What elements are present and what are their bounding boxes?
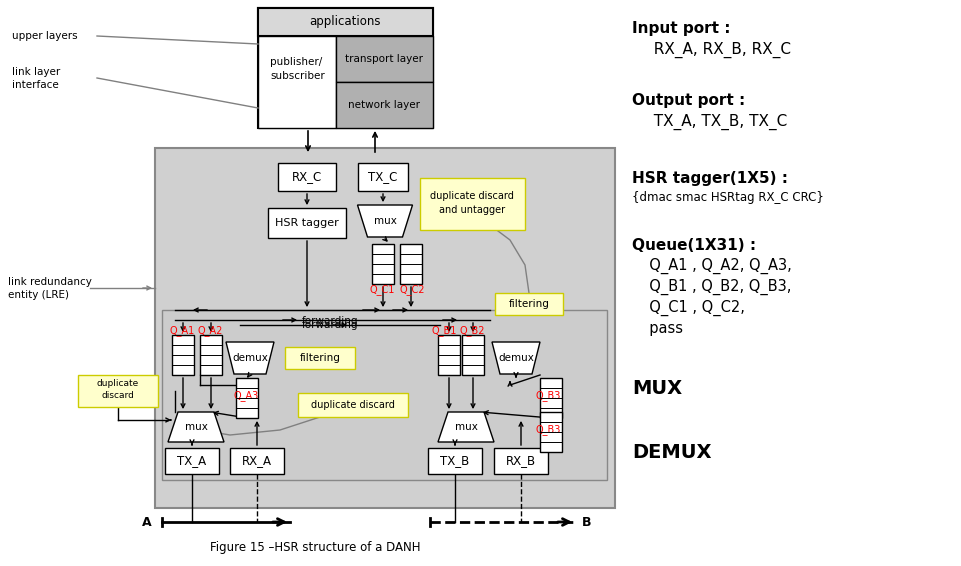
Text: mux: mux [185,422,208,432]
Text: publisher/: publisher/ [270,57,322,67]
Text: subscriber: subscriber [270,71,325,81]
Text: Q_C1: Q_C1 [370,285,395,295]
Text: RX_A, RX_B, RX_C: RX_A, RX_B, RX_C [643,42,790,58]
Text: link redundancy: link redundancy [8,277,92,287]
Polygon shape [491,342,539,374]
Polygon shape [437,412,494,442]
Bar [165,448,219,474]
Text: forwarding: forwarding [302,320,357,330]
Text: entity (LRE): entity (LRE) [8,290,69,300]
Text: DEMUX: DEMUX [631,443,711,461]
Text: HSR tagger: HSR tagger [275,218,338,228]
Text: forwarding: forwarding [302,316,357,326]
Bar [298,393,407,417]
Bar [495,293,562,315]
Bar [200,335,222,375]
Text: applications: applications [308,15,381,28]
Text: Q_C1 , Q_C2,: Q_C1 , Q_C2, [639,300,744,316]
Bar [539,378,561,418]
Bar [420,178,525,230]
Bar [437,335,459,375]
Text: transport layer: transport layer [345,54,423,64]
Text: RX_C: RX_C [291,170,322,183]
Text: link layer: link layer [12,67,61,77]
Text: TX_A: TX_A [177,454,207,468]
Text: Figure 15 –HSR structure of a DANH: Figure 15 –HSR structure of a DANH [209,542,420,555]
Bar [461,335,483,375]
Text: Q_C2: Q_C2 [400,285,425,295]
Text: duplicate discard: duplicate discard [310,400,395,410]
Text: MUX: MUX [631,379,681,397]
Text: Queue(1X31) :: Queue(1X31) : [631,238,755,252]
Bar [372,244,394,284]
Text: TX_B: TX_B [440,454,469,468]
Text: B: B [581,516,591,529]
Bar [161,310,606,480]
Text: upper layers: upper layers [12,31,78,41]
Text: filtering: filtering [508,299,549,309]
Text: Input port :: Input port : [631,20,729,36]
Polygon shape [168,412,224,442]
Text: mux: mux [373,216,396,226]
Bar [78,375,158,407]
Text: {dmac smac HSRtag RX_C CRC}: {dmac smac HSRtag RX_C CRC} [631,191,823,204]
Bar [235,378,258,418]
Text: pass: pass [639,321,682,337]
Bar [278,163,335,191]
Text: Q_A3: Q_A3 [234,391,259,401]
Bar [284,347,355,369]
Text: Q_A1: Q_A1 [170,325,195,336]
Bar [258,36,335,128]
Text: Q_B2: Q_B2 [459,325,485,336]
Text: interface: interface [12,80,59,90]
Text: Q_B1 , Q_B2, Q_B3,: Q_B1 , Q_B2, Q_B3, [639,279,791,295]
Text: RX_B: RX_B [505,454,535,468]
Bar [155,148,614,508]
Bar [258,8,432,36]
Text: TX_A, TX_B, TX_C: TX_A, TX_B, TX_C [643,114,786,130]
Bar [172,335,194,375]
Text: RX_A: RX_A [242,454,272,468]
Bar [335,82,432,128]
Text: TX_C: TX_C [368,170,397,183]
Bar [335,36,432,82]
Text: Q_B3: Q_B3 [535,391,561,401]
Bar [400,244,422,284]
Text: Q_A2: Q_A2 [198,325,223,336]
Text: demux: demux [498,353,533,363]
Bar [268,208,346,238]
Text: Q_B3: Q_B3 [535,424,561,435]
Bar [494,448,548,474]
Text: duplicate: duplicate [97,379,139,388]
Text: HSR tagger(1X5) :: HSR tagger(1X5) : [631,170,787,186]
Text: Q_B1: Q_B1 [431,325,456,336]
Bar [258,8,432,128]
Text: and untagger: and untagger [438,205,505,215]
Text: filtering: filtering [299,353,340,363]
Text: network layer: network layer [348,100,420,110]
Bar [539,412,561,452]
Text: demux: demux [232,353,268,363]
Text: duplicate discard: duplicate discard [430,191,513,201]
Text: Q_A1 , Q_A2, Q_A3,: Q_A1 , Q_A2, Q_A3, [639,258,791,274]
Bar [230,448,283,474]
Text: Output port :: Output port : [631,92,745,108]
Bar [428,448,481,474]
Text: A: A [142,516,152,529]
Text: discard: discard [102,392,135,401]
Polygon shape [226,342,274,374]
Polygon shape [357,205,412,237]
Bar [357,163,407,191]
Text: mux: mux [455,422,477,432]
